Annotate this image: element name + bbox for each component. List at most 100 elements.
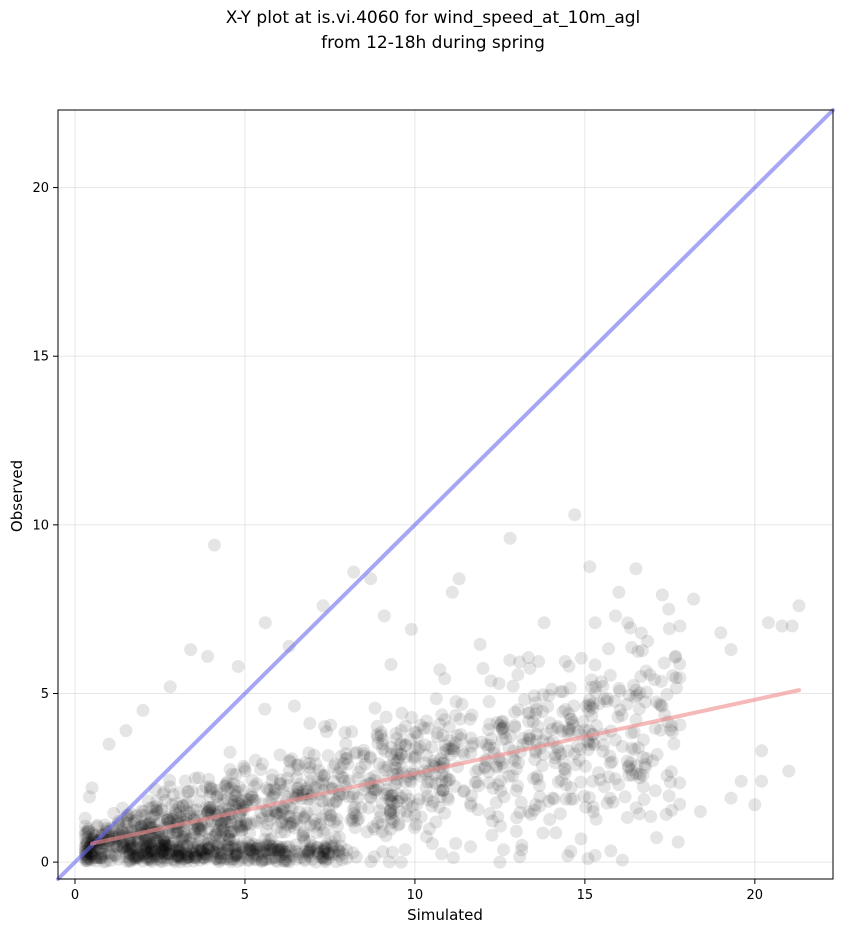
data-point [282, 855, 296, 869]
data-point [308, 802, 322, 816]
data-point [282, 754, 296, 768]
data-point [369, 783, 383, 796]
data-point [198, 846, 211, 860]
data-point [236, 841, 250, 855]
one-to-one-line [56, 108, 835, 881]
data-point [188, 851, 202, 865]
data-point [179, 809, 193, 823]
data-point [665, 719, 678, 733]
data-point [253, 841, 267, 855]
data-point [130, 843, 143, 857]
data-point [228, 849, 242, 863]
data-point [309, 855, 323, 869]
data-point [158, 834, 172, 848]
data-point [115, 823, 129, 837]
data-point [604, 844, 618, 858]
data-point [495, 715, 508, 729]
data-point [511, 668, 525, 682]
data-point [457, 785, 471, 799]
data-point [230, 848, 244, 862]
data-point [662, 789, 676, 803]
data-point [352, 812, 366, 826]
data-point [250, 842, 263, 855]
data-point [527, 771, 541, 785]
data-point [408, 749, 422, 763]
data-point [398, 775, 412, 789]
data-point [163, 780, 177, 794]
data-point [442, 742, 456, 756]
data-point [372, 757, 386, 771]
data-point [208, 852, 222, 866]
data-point [93, 842, 107, 856]
data-point [250, 841, 264, 855]
data-point [589, 812, 603, 826]
data-point [210, 851, 223, 865]
data-point [714, 626, 728, 640]
data-point [366, 820, 380, 834]
data-point [548, 751, 562, 765]
data-point [146, 800, 160, 814]
data-point [564, 792, 578, 806]
data-point [628, 690, 642, 704]
data-point [433, 790, 447, 804]
data-point [290, 818, 304, 832]
data-point [622, 769, 636, 782]
data-point [225, 767, 239, 781]
data-point [637, 793, 651, 806]
data-point [119, 724, 133, 738]
data-point [272, 850, 286, 864]
data-point [603, 749, 617, 763]
data-point [209, 828, 223, 842]
data-point [298, 854, 312, 868]
data-point [388, 777, 402, 791]
data-point [200, 848, 214, 862]
data-point [290, 758, 304, 772]
data-point [242, 793, 256, 807]
data-point [638, 695, 652, 709]
data-point [351, 772, 365, 786]
data-point [600, 796, 614, 810]
data-point [615, 708, 629, 722]
data-point [299, 782, 313, 795]
data-point [193, 794, 207, 808]
data-point [449, 708, 463, 722]
data-point [234, 818, 248, 832]
data-point [589, 680, 602, 694]
data-point [426, 795, 440, 809]
data-point [491, 810, 505, 824]
data-point [660, 688, 674, 701]
data-point [168, 843, 182, 857]
data-point [564, 712, 578, 726]
data-point [496, 721, 510, 735]
data-point [673, 797, 687, 811]
data-point [615, 853, 629, 867]
data-point [281, 809, 295, 823]
data-point [231, 847, 244, 861]
data-point [272, 843, 286, 857]
data-point [167, 834, 181, 848]
data-point [176, 831, 190, 845]
data-point [536, 688, 550, 702]
data-point [191, 821, 205, 835]
data-point [79, 832, 93, 846]
data-point [246, 790, 260, 804]
data-point [244, 843, 258, 856]
data-point [294, 851, 307, 865]
data-point [562, 659, 576, 673]
data-point [566, 792, 580, 806]
data-point [379, 829, 393, 843]
data-point [433, 717, 447, 731]
data-point [399, 750, 413, 764]
data-point [330, 812, 344, 826]
data-point [321, 846, 335, 860]
data-point [169, 850, 183, 864]
data-point [123, 840, 137, 854]
data-point [510, 811, 524, 825]
data-point [646, 754, 660, 768]
data-point [202, 842, 216, 856]
data-point [184, 831, 198, 845]
data-point [354, 761, 368, 775]
data-point [278, 825, 292, 839]
data-point [217, 794, 231, 807]
data-point [493, 718, 507, 732]
